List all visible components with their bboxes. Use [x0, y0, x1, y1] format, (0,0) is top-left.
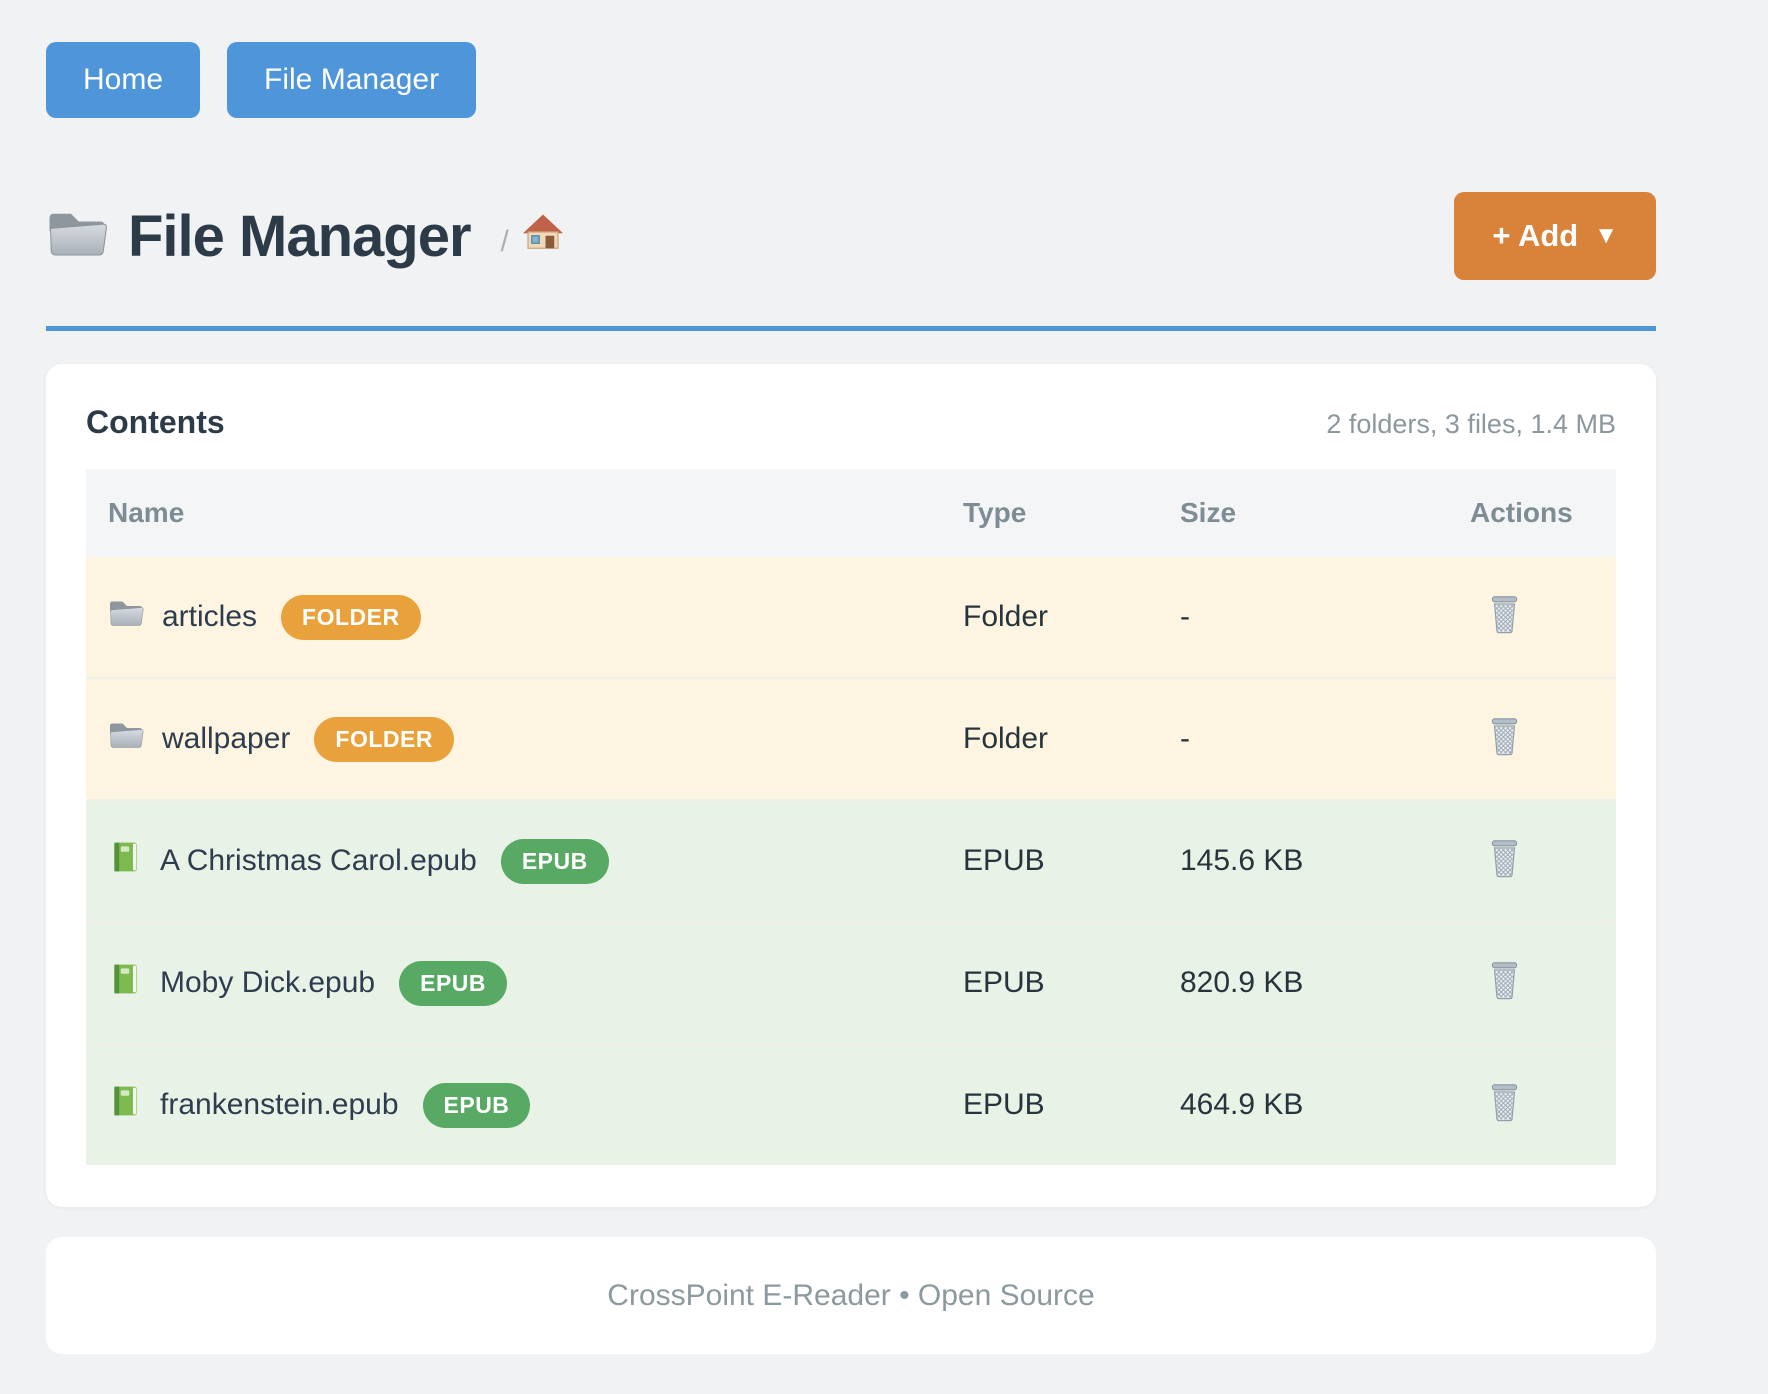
table-row: articles FOLDER Folder - — [86, 557, 1616, 679]
breadcrumb-separator: / — [500, 224, 509, 258]
trash-icon — [1488, 961, 1521, 1004]
table-row: A Christmas Carol.epub EPUB EPUB 145.6 K… — [86, 800, 1616, 923]
title-group: File Manager — [46, 203, 472, 270]
table-row: frankenstein.epub EPUB EPUB 464.9 KB — [86, 1044, 1616, 1165]
file-manager-button[interactable]: File Manager — [227, 42, 477, 118]
type-badge: EPUB — [399, 960, 508, 1006]
file-type: EPUB — [963, 1044, 1180, 1165]
folder-icon — [46, 206, 108, 266]
page-header: File Manager / + Add ▼ — [46, 192, 1656, 280]
book-icon — [108, 962, 142, 1004]
trash-icon — [1488, 839, 1521, 882]
file-type: Folder — [963, 557, 1180, 679]
breadcrumb: / — [501, 212, 563, 261]
column-header-size: Size — [1180, 469, 1470, 557]
add-button[interactable]: + Add ▼ — [1454, 192, 1656, 280]
book-icon — [108, 1084, 142, 1126]
file-type: EPUB — [963, 800, 1180, 923]
file-type: EPUB — [963, 922, 1180, 1045]
file-size: - — [1180, 557, 1470, 679]
file-name-link[interactable]: A Christmas Carol.epub — [160, 844, 477, 877]
trash-icon — [1488, 595, 1521, 638]
file-name-link[interactable]: articles — [162, 600, 258, 633]
folder-icon — [108, 719, 144, 759]
file-size: 820.9 KB — [1180, 922, 1470, 1045]
header-divider — [46, 326, 1656, 331]
chevron-down-icon: ▼ — [1594, 222, 1618, 249]
type-badge: FOLDER — [314, 716, 454, 762]
delete-button[interactable] — [1484, 713, 1525, 764]
contents-summary: 2 folders, 3 files, 1.4 MB — [1326, 409, 1616, 439]
type-badge: EPUB — [422, 1082, 531, 1128]
card-header: Contents 2 folders, 3 files, 1.4 MB — [86, 404, 1616, 441]
delete-button[interactable] — [1484, 591, 1525, 642]
type-badge: FOLDER — [281, 594, 421, 640]
table-row: wallpaper FOLDER Folder - — [86, 678, 1616, 801]
file-size: 145.6 KB — [1180, 800, 1470, 923]
contents-card: Contents 2 folders, 3 files, 1.4 MB Name… — [46, 364, 1656, 1207]
file-name-link[interactable]: frankenstein.epub — [160, 1088, 399, 1121]
type-badge: EPUB — [500, 838, 609, 884]
table-header-row: Name Type Size Actions — [86, 469, 1616, 557]
house-icon[interactable] — [523, 212, 563, 257]
footer: CrossPoint E-Reader • Open Source — [46, 1237, 1656, 1354]
file-size: - — [1180, 678, 1470, 801]
delete-button[interactable] — [1484, 957, 1525, 1008]
file-size: 464.9 KB — [1180, 1044, 1470, 1165]
file-name-link[interactable]: wallpaper — [162, 722, 291, 755]
delete-button[interactable] — [1484, 1079, 1525, 1130]
trash-icon — [1488, 1083, 1521, 1126]
card-title: Contents — [86, 404, 225, 440]
folder-icon — [108, 597, 144, 637]
file-table: Name Type Size Actions articles FOLDER — [86, 469, 1616, 1165]
delete-button[interactable] — [1484, 835, 1525, 886]
file-type: Folder — [963, 678, 1180, 801]
top-nav: Home File Manager — [46, 42, 1656, 118]
column-header-name: Name — [86, 469, 963, 557]
trash-icon — [1488, 717, 1521, 760]
add-button-label: + Add — [1492, 218, 1579, 253]
table-row: Moby Dick.epub EPUB EPUB 820.9 KB — [86, 922, 1616, 1045]
file-name-link[interactable]: Moby Dick.epub — [160, 966, 376, 999]
home-button[interactable]: Home — [46, 42, 201, 118]
column-header-type: Type — [963, 469, 1180, 557]
book-icon — [108, 840, 142, 882]
page-title: File Manager — [128, 203, 472, 269]
column-header-actions: Actions — [1470, 469, 1616, 557]
footer-text: CrossPoint E-Reader • Open Source — [607, 1278, 1095, 1312]
